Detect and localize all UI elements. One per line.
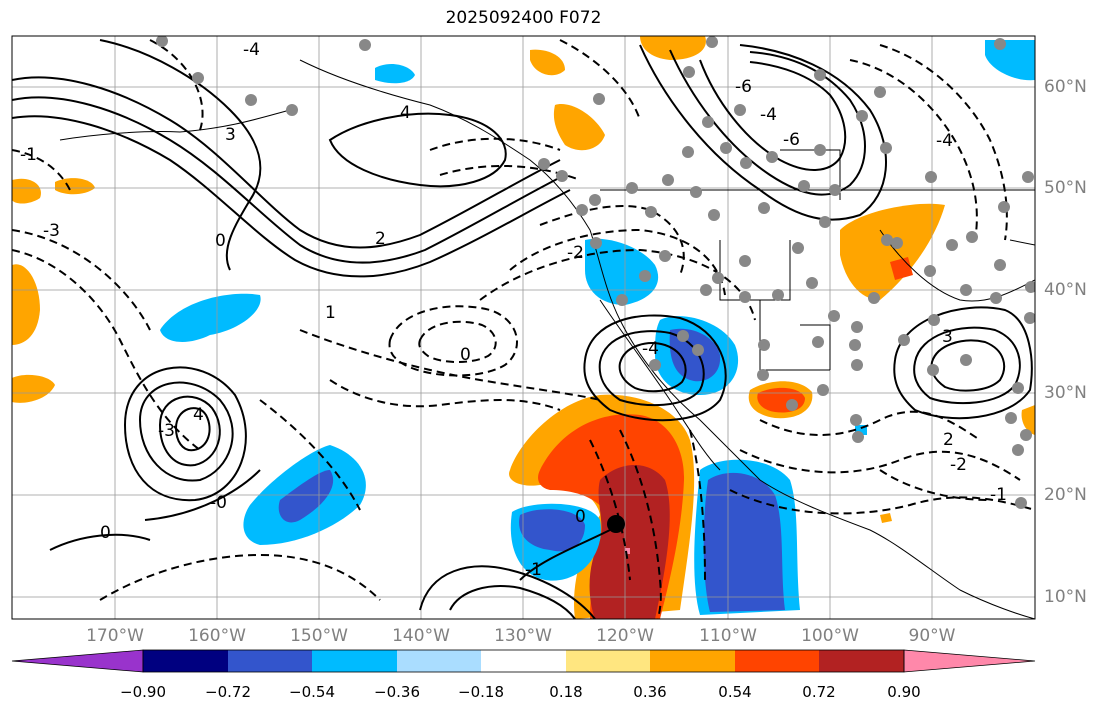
colorbar-tick-label: −0.36: [374, 683, 420, 701]
colorbar-tick-label: 0.90: [887, 683, 921, 701]
colorbar-tick-label: 0.72: [802, 683, 836, 701]
contour-label: -6: [735, 77, 752, 97]
storm-center-marker: [607, 515, 625, 533]
contour-label: 0: [575, 507, 586, 527]
contour-label: 0: [215, 231, 226, 251]
lat-label-10n: 10°N: [1044, 587, 1087, 607]
contour-label: 0: [100, 523, 111, 543]
lon-label-140w: 140°W: [392, 626, 450, 646]
contour-label: -4: [642, 339, 659, 359]
colorbar-swatch: [819, 650, 904, 672]
colorbar-swatch: [143, 650, 228, 672]
graticule: [12, 36, 1035, 619]
colorbar-swatch: [735, 650, 819, 672]
lat-label-30n: 30°N: [1044, 383, 1087, 403]
lat-label-20n: 20°N: [1044, 485, 1087, 505]
contour-label: -3: [158, 421, 175, 441]
lon-label-110w: 110°W: [699, 626, 757, 646]
colorbar-tick-label: −0.54: [289, 683, 335, 701]
contour-labels: -4 4 -3 3 -2 2 -1 1 0 -4 4 3 -3 0 -2 -1 …: [20, 40, 1007, 580]
colorbar-tick-label: −0.18: [458, 683, 504, 701]
contour-label: -1: [20, 145, 37, 165]
contour-label: -2: [950, 455, 967, 475]
contour-label: 2: [375, 229, 386, 249]
lat-label-60n: 60°N: [1044, 77, 1087, 97]
colorbar-low-extension: [11, 649, 144, 673]
contour-label: -2: [567, 243, 584, 263]
contour-label: -4: [243, 40, 260, 60]
coastlines: [59, 59, 1035, 619]
lon-label-90w: 90°W: [908, 626, 956, 646]
colorbar-tick-label: 0.54: [718, 683, 752, 701]
contour-label: 2: [943, 430, 954, 450]
contour-label: -6: [783, 130, 800, 150]
colorbar-swatch: [312, 650, 397, 672]
contours-dashed: [12, 39, 1035, 619]
lon-label-160w: 160°W: [188, 626, 246, 646]
colorbar-swatch: [228, 650, 312, 672]
colorbar-high-extension: [903, 649, 1036, 673]
map-title: 2025092400 F072: [445, 8, 602, 28]
lon-label-170w: 170°W: [86, 626, 144, 646]
contour-label: -3: [43, 221, 60, 241]
colorbar-tick-label: 0.18: [549, 683, 583, 701]
contour-label: 4: [400, 103, 411, 123]
lat-label-40n: 40°N: [1044, 280, 1087, 300]
contour-label: 0: [460, 345, 471, 365]
lon-label-150w: 150°W: [290, 626, 348, 646]
contour-label: -1: [525, 560, 542, 580]
contour-label: 4: [193, 405, 204, 425]
colorbar-swatch: [481, 650, 566, 672]
contour-label: -1: [990, 485, 1007, 505]
contour-label: 3: [225, 125, 236, 145]
colorbar-tick-label: 0.36: [633, 683, 667, 701]
station-points: [156, 36, 1035, 509]
contour-label: -4: [936, 131, 953, 151]
colorbar: [11, 649, 1036, 673]
lon-label-100w: 100°W: [801, 626, 859, 646]
contour-label: -0: [210, 493, 227, 513]
colorbar-swatch: [650, 650, 735, 672]
lon-label-120w: 120°W: [596, 626, 654, 646]
colorbar-swatch: [397, 650, 481, 672]
map-frame: [11, 35, 1036, 620]
colorbar-swatch: [566, 650, 650, 672]
contour-label: -4: [760, 105, 777, 125]
colorbar-tick-label: −0.72: [205, 683, 251, 701]
map-panel: [12, 36, 1035, 619]
lon-label-130w: 130°W: [494, 626, 552, 646]
contour-label: 3: [942, 327, 953, 347]
contour-label: 1: [325, 303, 336, 323]
colorbar-tick-label: −0.90: [120, 683, 166, 701]
lat-label-50n: 50°N: [1044, 178, 1087, 198]
